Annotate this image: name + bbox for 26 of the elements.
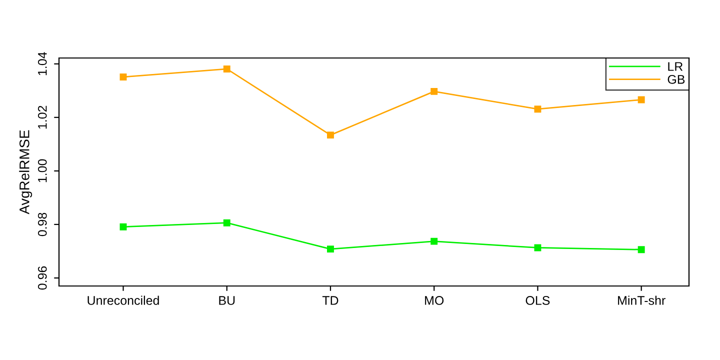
point: [638, 96, 645, 104]
x-tick-label: MinT-shr: [618, 296, 666, 305]
y-tick-label: 0.98: [38, 212, 47, 236]
y-tick-label: 1.04: [38, 52, 47, 76]
point: [534, 106, 542, 113]
point: [430, 238, 438, 245]
y-tick-label: 0.96: [38, 266, 47, 290]
x-tick-label: OLS: [526, 296, 550, 305]
point: [120, 223, 127, 230]
point: [430, 88, 438, 95]
x-tick-label: TD: [322, 296, 338, 305]
y-tick-label: 1.02: [38, 106, 47, 129]
y-axis-title: AvgRelRMSE: [19, 130, 32, 214]
point: [223, 66, 230, 72]
legend-label: LR: [668, 62, 683, 71]
point: [327, 132, 334, 139]
point: [638, 246, 645, 254]
point: [120, 74, 127, 80]
x-tick-label: MO: [425, 296, 444, 305]
x-tick-label: BU: [219, 296, 235, 305]
point: [223, 219, 230, 226]
point: [327, 246, 334, 253]
legend-label: GB: [668, 74, 685, 84]
x-tick-label: Unreconciled: [88, 296, 159, 305]
y-tick-label: 1.00: [38, 159, 47, 182]
point: [534, 244, 542, 252]
